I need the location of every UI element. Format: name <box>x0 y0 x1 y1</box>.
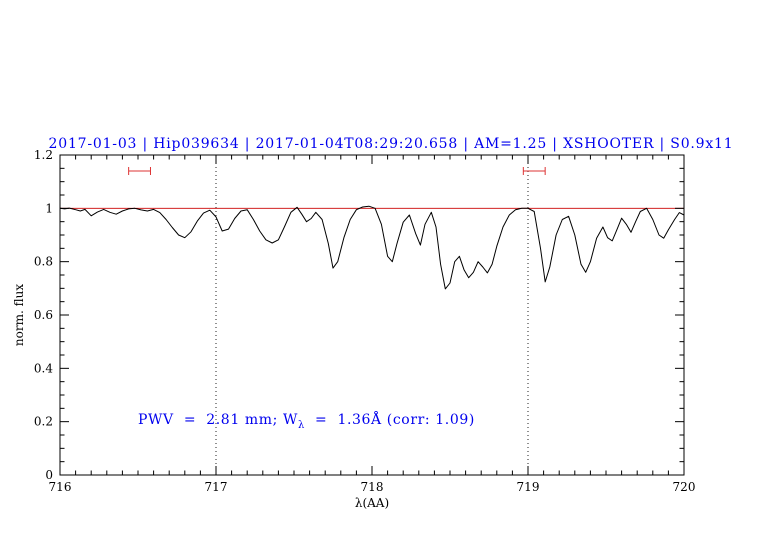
y-tick-label: 0.8 <box>34 255 53 269</box>
y-tick-label: 0.4 <box>34 361 53 375</box>
annotation-suffix: = 1.36Å (corr: 1.09) <box>304 412 475 428</box>
y-tick-label: 1 <box>45 201 53 215</box>
plot-title: 2017-01-03 | Hip039634 | 2017-01-04T08:2… <box>48 136 734 152</box>
y-axis-label: norm. flux <box>12 283 26 347</box>
x-tick-label: 716 <box>49 480 72 494</box>
y-tick-label: 0 <box>45 468 53 482</box>
annotation-lambda-sub: λ <box>297 419 305 431</box>
pwv-annotation: PWV = 2.81 mm; Wλ = 1.36Å (corr: 1.09) <box>138 412 475 431</box>
x-tick-label: 720 <box>673 480 696 494</box>
x-tick-label: 719 <box>517 480 540 494</box>
x-tick-label: 717 <box>205 480 228 494</box>
y-tick-label: 0.2 <box>34 415 53 429</box>
range-marker <box>522 167 546 175</box>
y-tick-label: 0.6 <box>34 308 53 322</box>
range-marker <box>128 167 151 175</box>
y-tick-label: 1.2 <box>34 148 53 162</box>
annotation-prefix: PWV = 2.81 mm; W <box>138 412 298 428</box>
spectrum-line <box>59 205 685 290</box>
x-tick-label: 718 <box>361 480 384 494</box>
axis-ticks <box>59 154 685 476</box>
x-axis-label: λ(AA) <box>354 496 390 510</box>
tick-labels: 716 717 718 719 720 0 0.2 0.4 0.6 0.8 1 1.2 <box>34 148 696 494</box>
